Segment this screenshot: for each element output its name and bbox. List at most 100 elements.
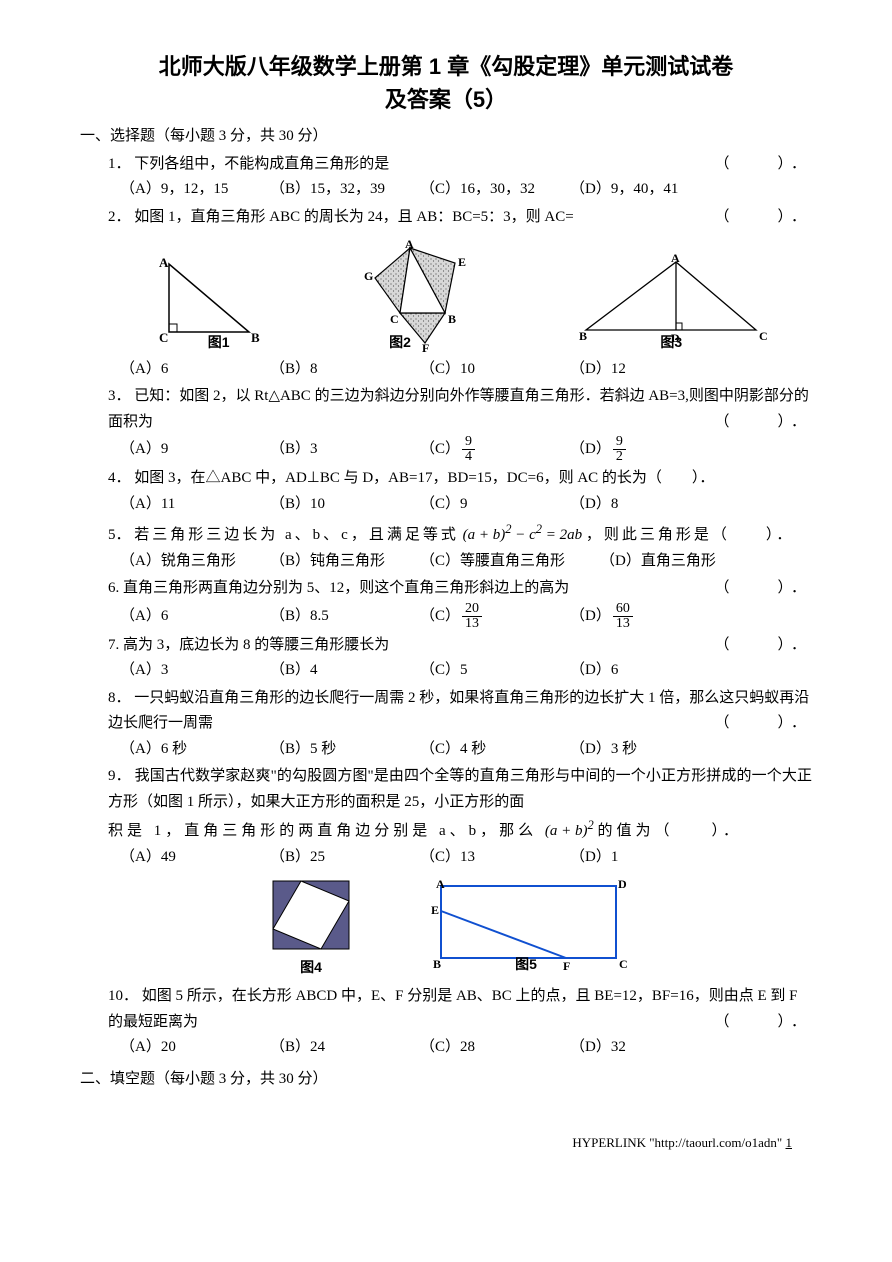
q9-text2-pre: 积是 1，直角三角形的两直角边分别是 a、b，那么 xyxy=(108,823,545,839)
svg-text:E: E xyxy=(458,255,466,269)
title-line-1: 北师大版八年级数学上册第 1 章《勾股定理》单元测试试卷 xyxy=(159,54,733,79)
q4-opt-a: （A）11 xyxy=(120,492,270,518)
q8-num: 8． xyxy=(108,690,131,706)
q3d-pre: （D） xyxy=(570,437,611,463)
q7-options: （A）3 （B）4 （C）5 （D）6 xyxy=(120,658,812,684)
svg-text:B: B xyxy=(433,957,441,971)
svg-text:C: C xyxy=(619,957,628,971)
q2-opt-b: （B）8 xyxy=(270,357,420,383)
figures-row-1: A C B 图1 A E G C B xyxy=(108,238,812,355)
svg-text:C: C xyxy=(759,329,768,343)
title-line-2: 及答案（5） xyxy=(385,87,507,112)
q6-opt-d: （D） 6013 xyxy=(570,602,720,631)
q3-opt-d: （D） 92 xyxy=(570,435,720,464)
q10-num: 10． xyxy=(108,988,138,1004)
q9-expr: (a + b)2 xyxy=(545,823,594,839)
question-9: 9． 我国古代数学家赵爽"的勾股圆方图"是由四个全等的直角三角形与中间的一个小正… xyxy=(108,764,812,845)
question-1: 1． 下列各组中，不能构成直角三角形的是 （ ）． xyxy=(108,152,812,178)
svg-text:F: F xyxy=(563,959,570,971)
svg-text:B: B xyxy=(448,312,456,326)
q3-opt-a: （A）9 xyxy=(120,435,270,464)
q1-num: 1． xyxy=(108,156,131,172)
q9-num: 9． xyxy=(108,768,131,784)
q3-opt-c: （C） 94 xyxy=(420,435,570,464)
q9-options: （A）49 （B）25 （C）13 （D）1 xyxy=(120,845,812,871)
svg-text:C: C xyxy=(159,330,168,345)
page-title: 北师大版八年级数学上册第 1 章《勾股定理》单元测试试卷 及答案（5） xyxy=(80,50,812,116)
q10-opt-a: （A）20 xyxy=(120,1035,270,1061)
figure-4: 图4 xyxy=(261,876,361,980)
q5-options: （A）锐角三角形 （B）钝角三角形 （C）等腰直角三角形 （D）直角三角形 xyxy=(120,549,812,575)
q5-expr: (a + b)2 − c2 = 2ab xyxy=(463,527,583,543)
svg-text:E: E xyxy=(431,903,439,917)
q3-blank: （ ）． xyxy=(714,410,812,436)
footer-page-link[interactable]: 1 xyxy=(786,1135,793,1150)
q6c-pre: （C） xyxy=(420,604,460,630)
q6-opt-b: （B）8.5 xyxy=(270,602,420,631)
q5-num: 5． xyxy=(108,527,131,543)
fig5-label: 图5 xyxy=(421,953,631,977)
question-3: 3． 已知：如图 2，以 Rt△ABC 的三边为斜边分别向外作等腰直角三角形．若… xyxy=(108,384,812,435)
q4-text: 如图 3，在△ABC 中，AD⊥BC 与 D，AB=17，BD=15，DC=6，… xyxy=(134,470,714,486)
q3c-pre: （C） xyxy=(420,437,460,463)
svg-text:C: C xyxy=(390,312,399,326)
q5-opt-d: （D）直角三角形 xyxy=(600,549,750,575)
q5-opt-a: （A）锐角三角形 xyxy=(120,549,270,575)
q8-opt-c: （C）4 秒 xyxy=(420,737,570,763)
q7-text: 高为 3，底边长为 8 的等腰三角形腰长为 xyxy=(123,637,389,653)
svg-text:F: F xyxy=(422,341,429,353)
fig3-label: 图3 xyxy=(571,331,771,355)
q9-opt-b: （B）25 xyxy=(270,845,420,871)
q4-opt-b: （B）10 xyxy=(270,492,420,518)
q4-opt-d: （D）8 xyxy=(570,492,720,518)
section-2-heading: 二、填空题（每小题 3 分，共 30 分） xyxy=(80,1067,812,1093)
question-6: 6. 直角三角形两直角边分别为 5、12，则这个直角三角形斜边上的高为 （ ）． xyxy=(108,576,812,602)
q10-opt-c: （C）28 xyxy=(420,1035,570,1061)
svg-text:A: A xyxy=(436,877,445,891)
q2-text: 如图 1，直角三角形 ABC 的周长为 24，且 AB：BC=5：3，则 AC= xyxy=(134,209,573,225)
q9-text2-post: 的值为（ ）． xyxy=(598,823,743,839)
q6-num: 6. xyxy=(108,580,119,596)
q2-num: 2． xyxy=(108,209,131,225)
q2-opt-c: （C）10 xyxy=(420,357,570,383)
question-5: 5． 若三角形三边长为 a、b、c，且满足等式 (a + b)2 − c2 = … xyxy=(108,519,812,549)
fig4-svg xyxy=(261,876,361,956)
q3-opt-b: （B）3 xyxy=(270,435,420,464)
q6-options: （A）6 （B）8.5 （C） 2013 （D） 6013 xyxy=(120,602,812,631)
q7-opt-d: （D）6 xyxy=(570,658,720,684)
q7-opt-c: （C）5 xyxy=(420,658,570,684)
q1-opt-a: （A）9，12，15 xyxy=(120,177,270,203)
svg-text:A: A xyxy=(405,238,414,251)
q1-text: 下列各组中，不能构成直角三角形的是 xyxy=(134,156,389,172)
fig4-label: 图4 xyxy=(261,956,361,980)
q9-opt-c: （C）13 xyxy=(420,845,570,871)
q2-blank: （ ）． xyxy=(714,205,812,231)
q5-pre: 若三角形三边长为 a、b、c，且满足等式 xyxy=(134,527,459,543)
question-7: 7. 高为 3，底边长为 8 的等腰三角形腰长为 （ ）． xyxy=(108,633,812,659)
q6-opt-a: （A）6 xyxy=(120,602,270,631)
q6d-pre: （D） xyxy=(570,604,611,630)
q8-text: 一只蚂蚁沿直角三角形的边长爬行一周需 2 秒，如果将直角三角形的边长扩大 1 倍… xyxy=(108,690,809,732)
q8-opt-b: （B）5 秒 xyxy=(270,737,420,763)
q6c-frac: 2013 xyxy=(462,602,482,631)
q4-opt-c: （C）9 xyxy=(420,492,570,518)
q3-text: 已知：如图 2，以 Rt△ABC 的三边为斜边分别向外作等腰直角三角形．若斜边 … xyxy=(108,388,809,430)
q9-text1: 我国古代数学家赵爽"的勾股圆方图"是由四个全等的直角三角形与中间的一个小正方形拼… xyxy=(108,768,812,810)
svg-text:B: B xyxy=(251,330,260,345)
svg-text:G: G xyxy=(364,269,373,283)
question-10: 10． 如图 5 所示，在长方形 ABCD 中，E、F 分别是 AB、BC 上的… xyxy=(108,984,812,1035)
q4-options: （A）11 （B）10 （C）9 （D）8 xyxy=(120,492,812,518)
q1-options: （A）9，12，15 （B）15，32，39 （C）16，30，32 （D）9，… xyxy=(120,177,812,203)
q1-blank: （ ）． xyxy=(714,152,812,178)
svg-text:D: D xyxy=(618,877,627,891)
q7-opt-a: （A）3 xyxy=(120,658,270,684)
q6-opt-c: （C） 2013 xyxy=(420,602,570,631)
q3d-frac: 92 xyxy=(613,435,626,464)
q2-opt-d: （D）12 xyxy=(570,357,720,383)
q5-opt-b: （B）钝角三角形 xyxy=(270,549,420,575)
question-4: 4． 如图 3，在△ABC 中，AD⊥BC 与 D，AB=17，BD=15，DC… xyxy=(108,466,812,492)
svg-text:A: A xyxy=(159,255,169,270)
q7-blank: （ ）． xyxy=(714,633,812,659)
q7-opt-b: （B）4 xyxy=(270,658,420,684)
q9-opt-a: （A）49 xyxy=(120,845,270,871)
